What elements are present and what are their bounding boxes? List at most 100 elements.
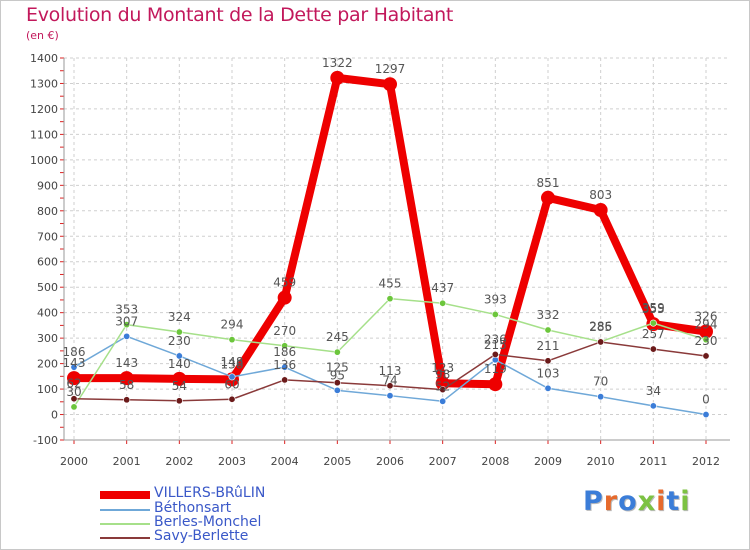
x-tick-label: 2007	[429, 455, 457, 468]
data-label-savy-berlette: 62	[66, 377, 81, 391]
data-point-savy-berlette	[70, 395, 78, 403]
data-point-savy-berlette	[123, 396, 131, 404]
data-point-berles-monchel	[386, 295, 394, 303]
data-point-b-thonsart	[123, 332, 131, 340]
data-label-berles-monchel: 294	[221, 318, 244, 332]
y-tick-label: -100	[33, 434, 58, 447]
data-point-savy-berlette	[281, 376, 289, 384]
data-point-b-thonsart	[228, 373, 236, 381]
logo-letter: r	[603, 486, 619, 517]
data-point-berles-monchel	[649, 319, 657, 327]
y-tick-label: 1300	[30, 77, 58, 90]
data-point-villers-br-lin	[593, 203, 608, 218]
logo-letter: P	[583, 486, 604, 517]
logo-letter: o	[618, 486, 638, 517]
data-label-berles-monchel: 270	[273, 324, 296, 338]
data-point-savy-berlette	[702, 352, 710, 360]
data-label-berles-monchel: 286	[589, 320, 612, 334]
data-label-savy-berlette: 98	[435, 368, 450, 382]
data-point-villers-br-lin	[67, 371, 81, 386]
data-point-villers-br-lin	[383, 77, 397, 92]
data-label-b-thonsart: 0	[702, 393, 710, 407]
data-label-berles-monchel: 437	[431, 281, 454, 295]
legend-label: VILLERS-BRûLIN	[154, 485, 266, 501]
logo-letter: i	[680, 486, 691, 517]
data-point-savy-berlette	[544, 357, 552, 365]
data-point-berles-monchel	[439, 299, 447, 307]
data-label-savy-berlette: 125	[326, 361, 349, 375]
x-tick-label: 2011	[639, 455, 667, 468]
x-tick-label: 2004	[271, 455, 299, 468]
y-tick-label: 900	[37, 179, 58, 192]
data-label-b-thonsart: 74	[382, 374, 397, 388]
x-tick-label: 2002	[165, 455, 193, 468]
y-tick-label: 200	[37, 358, 58, 371]
data-label-villers-br-lin: 459	[273, 276, 296, 290]
data-label-berles-monchel: 393	[484, 292, 507, 306]
data-label-villers-br-lin: 1297	[375, 62, 406, 76]
data-label-savy-berlette: 54	[172, 379, 187, 393]
x-tick-label: 2012	[692, 455, 720, 468]
data-point-berles-monchel	[123, 321, 131, 329]
data-label-b-thonsart: 215	[484, 338, 507, 352]
data-point-b-thonsart	[544, 384, 552, 392]
data-label-b-thonsart: 34	[646, 384, 661, 398]
y-tick-label: 1000	[30, 154, 58, 167]
x-tick-label: 2000	[60, 455, 88, 468]
data-point-berles-monchel	[175, 328, 183, 336]
data-label-savy-berlette: 136	[273, 358, 296, 372]
data-label-savy-berlette: 58	[119, 378, 134, 392]
y-tick-label: 0	[51, 409, 58, 422]
data-label-villers-br-lin: 355	[642, 302, 665, 316]
data-point-berles-monchel	[333, 348, 341, 356]
data-label-berles-monchel: 359	[642, 301, 665, 315]
data-label-savy-berlette: 211	[537, 339, 560, 353]
x-tick-label: 2008	[481, 455, 509, 468]
legend-label: Béthonsart	[154, 500, 232, 516]
data-label-savy-berlette: 60	[224, 377, 239, 391]
x-tick-label: 2009	[534, 455, 562, 468]
data-point-berles-monchel	[228, 336, 236, 344]
data-label-b-thonsart: 103	[537, 366, 560, 380]
data-point-b-thonsart	[702, 411, 710, 419]
data-point-berles-monchel	[491, 310, 499, 318]
logo-letter: i	[656, 486, 667, 517]
data-point-villers-br-lin	[488, 377, 503, 392]
data-label-berles-monchel: 353	[115, 303, 138, 317]
y-tick-label: 400	[37, 307, 58, 320]
data-point-savy-berlette	[439, 386, 447, 394]
data-point-berles-monchel	[702, 336, 710, 344]
data-point-villers-br-lin	[699, 324, 713, 339]
legend-swatch	[100, 523, 150, 525]
x-tick-label: 2006	[376, 455, 404, 468]
x-tick-label: 2001	[113, 455, 141, 468]
data-point-villers-br-lin	[277, 290, 292, 305]
data-point-b-thonsart	[439, 397, 447, 405]
data-label-b-thonsart: 186	[273, 345, 296, 359]
x-tick-label: 2005	[323, 455, 351, 468]
data-label-berles-monchel: 245	[326, 330, 349, 344]
data-label-berles-monchel: 324	[168, 310, 191, 324]
data-label-villers-br-lin: 803	[589, 188, 612, 202]
data-point-villers-br-lin	[541, 190, 555, 205]
data-label-villers-br-lin: 851	[537, 176, 560, 190]
data-label-savy-berlette: 113	[379, 364, 402, 378]
data-label-b-thonsart: 70	[593, 375, 608, 389]
y-tick-label: 1400	[30, 52, 58, 65]
data-point-berles-monchel	[70, 403, 78, 411]
data-label-villers-br-lin: 143	[63, 356, 86, 370]
data-label-savy-berlette: 285	[589, 320, 612, 334]
data-label-villers-br-lin: 140	[168, 357, 191, 371]
data-label-berles-monchel: 332	[537, 308, 560, 322]
data-label-villers-br-lin: 143	[115, 356, 138, 370]
legend-swatch	[100, 537, 150, 539]
y-tick-label: 300	[37, 332, 58, 345]
y-tick-label: 600	[37, 256, 58, 269]
y-tick-label: 100	[37, 383, 58, 396]
logo-letter: t	[666, 486, 681, 517]
data-point-savy-berlette	[491, 350, 499, 358]
data-point-berles-monchel	[281, 342, 289, 350]
logo-letter: x	[637, 486, 657, 517]
y-tick-label: 500	[37, 281, 58, 294]
